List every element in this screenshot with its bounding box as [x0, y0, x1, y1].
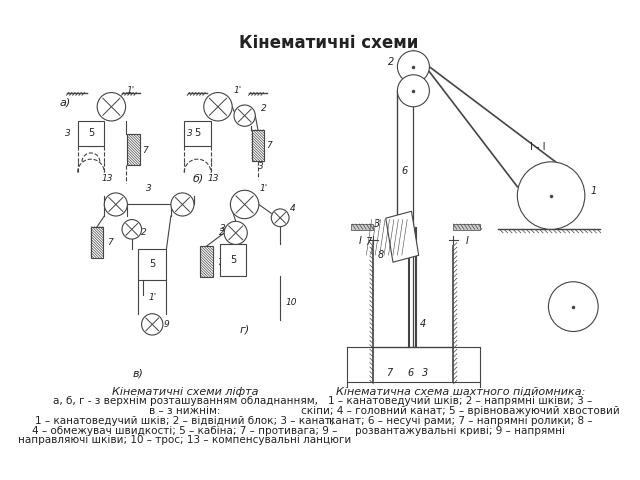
Text: 5: 5 [88, 129, 94, 138]
Text: 7: 7 [365, 237, 372, 247]
Text: 1': 1' [260, 184, 268, 193]
Text: 9: 9 [575, 297, 581, 307]
Text: 1: 1 [591, 186, 597, 196]
Text: 5: 5 [195, 129, 201, 138]
Text: I - I: I - I [530, 142, 545, 152]
Text: 1': 1' [148, 293, 156, 302]
Text: 3: 3 [188, 129, 193, 138]
Text: 9: 9 [575, 306, 581, 316]
Circle shape [271, 209, 289, 227]
Circle shape [97, 93, 125, 121]
Circle shape [141, 314, 163, 335]
Text: 7: 7 [217, 258, 223, 267]
Circle shape [548, 282, 598, 332]
Text: скіпи; 4 – головний канат; 5 – врівноважуючий хвостовий: скіпи; 4 – головний канат; 5 – врівноваж… [301, 406, 620, 416]
Text: 3: 3 [374, 219, 381, 229]
Text: Кінематичні схеми: Кінематичні схеми [239, 34, 419, 52]
Bar [138, 249, 166, 280]
Text: направляючі шківи; 10 – трос; 13 – компенсувальні ланцюги: направляючі шківи; 10 – трос; 13 – компе… [19, 435, 352, 445]
Text: Кінематичні схеми ліфта: Кінематичні схеми ліфта [112, 386, 259, 396]
Text: в – з нижнім:: в – з нижнім: [149, 406, 221, 416]
Text: 1 – канатоведучий шків; 2 – відвідний блок; 3 – канат;: 1 – канатоведучий шків; 2 – відвідний бл… [35, 416, 335, 426]
Circle shape [171, 193, 194, 216]
Text: 7: 7 [387, 368, 392, 378]
Text: 3: 3 [65, 129, 70, 138]
Text: а): а) [60, 98, 71, 108]
Polygon shape [386, 211, 419, 262]
Text: 3: 3 [258, 162, 264, 171]
Text: 2: 2 [219, 228, 225, 238]
Bar [563, 307, 572, 314]
Text: 6: 6 [408, 368, 414, 378]
Text: 4: 4 [290, 204, 296, 214]
Text: 2: 2 [388, 57, 394, 67]
Text: 5: 5 [230, 255, 236, 265]
Text: в): в) [132, 369, 143, 379]
Circle shape [204, 93, 232, 121]
Text: 1': 1' [234, 86, 242, 95]
Text: 2: 2 [141, 228, 147, 237]
Text: г): г) [239, 324, 250, 335]
Text: 1': 1' [127, 86, 135, 95]
Text: канат; 6 – несучі рами; 7 – напрямні ролики; 8 –: канат; 6 – несучі рами; 7 – напрямні рол… [329, 416, 592, 426]
Text: Кінематична схема шахтного підйомника:: Кінематична схема шахтного підйомника: [336, 386, 585, 396]
Circle shape [397, 51, 429, 83]
Text: I: I [465, 236, 468, 246]
Circle shape [230, 190, 259, 219]
Circle shape [397, 75, 429, 107]
Circle shape [234, 105, 255, 126]
Text: розвантажувальні криві; 9 – напрямні: розвантажувальні криві; 9 – напрямні [355, 426, 566, 436]
Text: 3: 3 [147, 184, 152, 193]
Text: 7: 7 [108, 238, 113, 247]
Circle shape [517, 162, 585, 229]
Text: 5: 5 [149, 259, 156, 269]
Text: 7: 7 [267, 141, 273, 150]
Bar [252, 130, 264, 161]
Bar [184, 121, 211, 146]
Text: 8: 8 [378, 250, 384, 260]
Text: 4 – обмежувач швидкості; 5 – кабіна; 7 – противага; 9 –: 4 – обмежувач швидкості; 5 – кабіна; 7 –… [33, 426, 338, 436]
Bar [200, 246, 212, 277]
Text: 10: 10 [285, 298, 297, 307]
Text: 1 – канатоведучий шків; 2 – напрямні шківи; 3 –: 1 – канатоведучий шків; 2 – напрямні шкі… [328, 396, 593, 407]
Text: 2: 2 [261, 104, 267, 113]
Text: 13: 13 [101, 174, 113, 183]
Text: 6: 6 [401, 166, 407, 176]
Text: б): б) [193, 173, 204, 183]
Text: а, б, г - з верхнім розташуванням обладнанням,: а, б, г - з верхнім розташуванням обладн… [52, 396, 317, 407]
Bar [220, 244, 246, 276]
Bar [77, 121, 104, 146]
Text: 3: 3 [422, 368, 428, 378]
Circle shape [104, 193, 127, 216]
Text: 9: 9 [164, 320, 170, 329]
Text: 3: 3 [220, 224, 225, 233]
Text: 13: 13 [208, 174, 220, 183]
Bar [91, 227, 104, 258]
Bar [563, 298, 572, 305]
Circle shape [122, 219, 141, 239]
Bar [127, 134, 140, 166]
Text: 4: 4 [420, 319, 426, 329]
Text: I: I [358, 236, 362, 246]
Text: 7: 7 [142, 146, 148, 155]
Circle shape [224, 221, 247, 244]
